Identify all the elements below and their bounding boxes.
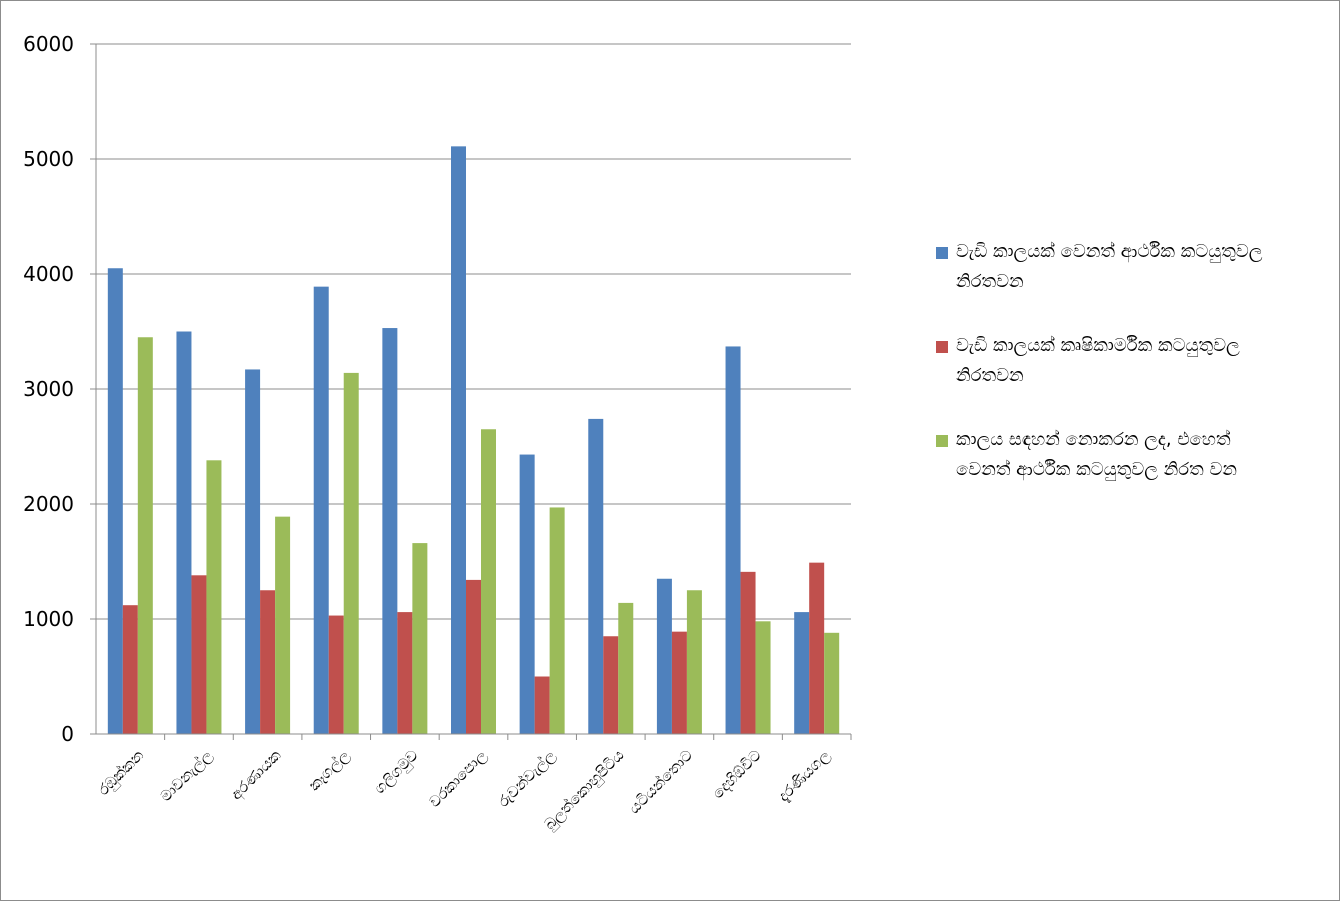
legend-label-series-1: වැඩි කාලයක් වෙනත් ආර්ථික කටයුතුවල නිරතවන [956, 241, 1263, 292]
y-tick-label-6000: 6000 [23, 32, 74, 56]
bar-series-2-1 [122, 605, 138, 734]
x-category-labels: රඹුක්කන මාවනැල්ල අරණායක කෑගල්ල ගලිගමුව වරකාපො… [94, 746, 834, 834]
bar-series-3-5 [412, 543, 428, 734]
bar-series-1-1 [107, 268, 123, 734]
bars [107, 146, 840, 735]
y-tick-label-0: 0 [61, 722, 74, 746]
legend-swatch-series-1 [936, 247, 948, 259]
bar-series-3-11 [824, 632, 840, 734]
bar-series-3-8 [618, 602, 634, 734]
bar-series-3-7 [549, 507, 565, 734]
x-category-label-11: දැරණියගල [774, 746, 834, 806]
y-tick-label-4000: 4000 [23, 262, 74, 286]
legend-item-series-1: වැඩි කාලයක් වෙනත් ආර්ථික කටයුතුවල නිරතවන [936, 237, 1276, 297]
bar-series-1-10 [725, 346, 741, 734]
bar-series-2-2 [191, 575, 207, 734]
bar-series-2-11 [809, 562, 825, 734]
legend: වැඩි කාලයක් වෙනත් ආර්ථික කටයුතුවල නිරතවන… [936, 237, 1276, 519]
bar-series-2-7 [534, 676, 550, 734]
bar-series-3-6 [481, 429, 496, 734]
y-tick-label-1000: 1000 [23, 607, 74, 631]
bar-series-1-11 [794, 612, 810, 734]
x-category-label-3: අරණායක [227, 746, 285, 804]
bar-series-3-9 [686, 590, 702, 734]
legend-item-series-2: වැඩි කාලයක් කෘෂිකාර්මික කටයුතුවල නිරතවන [936, 331, 1276, 391]
y-tick-label-3000: 3000 [23, 377, 74, 401]
legend-label-series-3: කාලය සඳහන් නොකරන ලද, එහෙත් වෙනත් ආර්ථික … [956, 429, 1238, 480]
y-tick-label-5000: 5000 [23, 147, 74, 171]
bar-series-3-4 [343, 372, 359, 734]
bar-series-1-2 [176, 331, 192, 734]
bar-series-1-5 [382, 328, 398, 734]
bar-series-1-9 [656, 578, 672, 734]
bar-series-1-8 [588, 418, 604, 734]
bar-series-2-3 [260, 590, 276, 734]
x-category-label-9: යටියන්තොට [625, 746, 696, 817]
x-category-label-2: මාවනැල්ල [156, 746, 216, 806]
y-tick-labels: 0 1000 2000 3000 4000 5000 6000 [23, 32, 74, 746]
x-category-label-1: රඹුක්කන [94, 746, 148, 800]
bar-series-2-8 [603, 636, 619, 734]
x-category-label-10: දෙහිඕවිට [709, 746, 765, 802]
legend-swatch-series-2 [936, 341, 948, 353]
x-category-label-4: කෑගල්ල [305, 746, 354, 795]
bar-series-2-6 [466, 579, 481, 734]
bar-series-3-10 [755, 621, 771, 734]
bar-series-2-9 [671, 631, 687, 734]
gridlines [96, 43, 851, 620]
bar-series-3-1 [137, 337, 153, 734]
legend-item-series-3: කාලය සඳහන් නොකරන ලද, එහෙත් වෙනත් ආර්ථික … [936, 425, 1276, 485]
x-category-label-7: රුවන්වැල්ල [494, 746, 559, 811]
x-category-label-5: ගලිගමුව [370, 746, 422, 798]
bar-series-1-4 [313, 286, 329, 734]
bar-series-2-5 [397, 612, 413, 734]
bar-series-1-6 [451, 146, 466, 735]
bar-series-1-7 [519, 454, 535, 734]
bar-series-1-3 [245, 369, 261, 734]
bar-series-2-4 [328, 615, 344, 734]
x-category-label-6: වරකාපොල [425, 746, 490, 811]
legend-label-series-2: වැඩි කාලයක් කෘෂිකාර්මික කටයුතුවල නිරතවන [956, 335, 1240, 386]
bar-series-3-3 [275, 516, 291, 734]
bar-series-2-10 [740, 571, 756, 734]
axes [90, 43, 852, 740]
bar-series-3-2 [206, 460, 222, 734]
y-tick-label-2000: 2000 [23, 492, 74, 516]
legend-swatch-series-3 [936, 435, 948, 447]
